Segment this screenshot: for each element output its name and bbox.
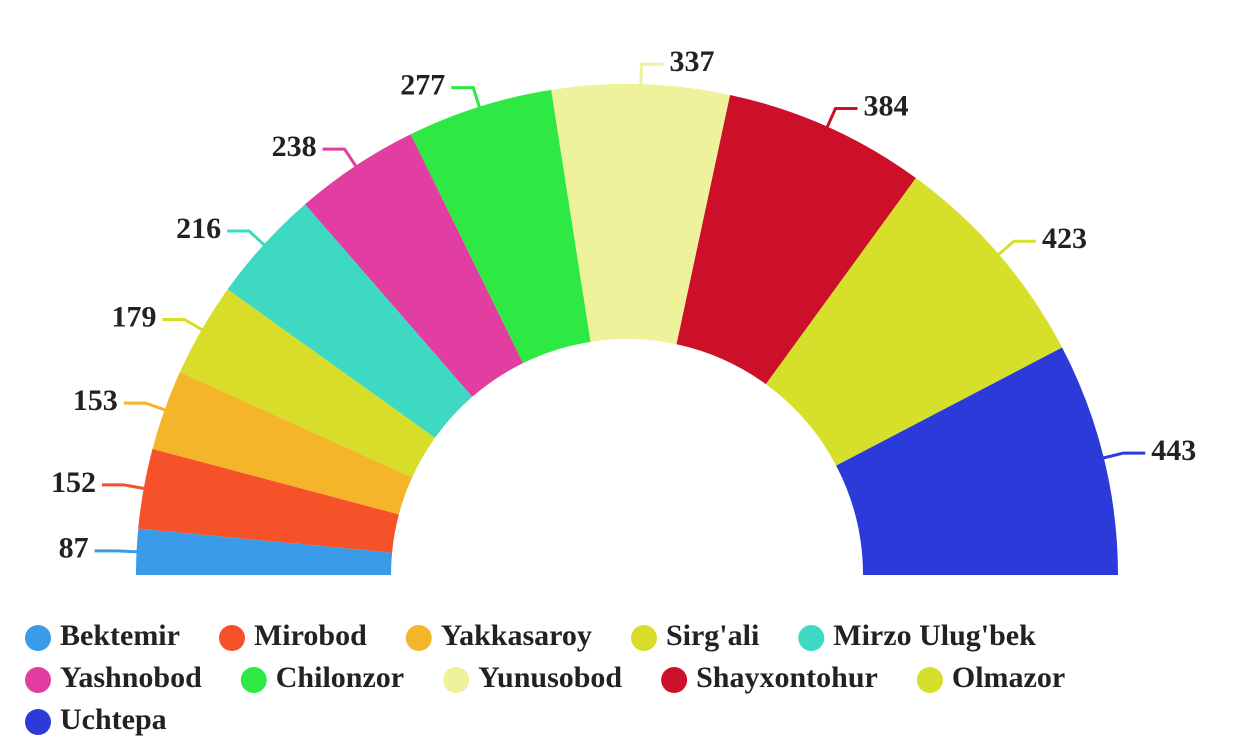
slice xyxy=(765,177,1063,466)
leader-line xyxy=(94,549,147,554)
data-label: 216 xyxy=(176,212,221,245)
data-label: 277 xyxy=(400,69,445,102)
leader-line xyxy=(227,229,273,253)
slice xyxy=(179,289,436,478)
data-label: 153 xyxy=(73,384,118,417)
legend-marker xyxy=(25,667,51,693)
slice xyxy=(676,94,916,385)
legend-label: Bektemir xyxy=(60,619,180,652)
leader-line xyxy=(102,483,154,492)
legend-marker xyxy=(630,625,657,651)
legend-label: Mirobod xyxy=(254,619,367,652)
legend-marker xyxy=(240,667,267,693)
leader-line xyxy=(123,401,175,415)
leader-line xyxy=(322,147,363,175)
data-label: 337 xyxy=(669,45,714,78)
leader-line xyxy=(1093,451,1146,462)
slice xyxy=(227,204,473,438)
legend-label: Yunusobod xyxy=(478,661,622,694)
data-label: 384 xyxy=(864,89,909,122)
data-label: 423 xyxy=(1042,222,1087,255)
legend-label: Mirzo Ulug'bek xyxy=(833,619,1036,652)
legend-marker xyxy=(798,625,825,651)
slice xyxy=(551,83,731,345)
slice xyxy=(410,89,591,364)
leader-line xyxy=(451,86,484,117)
legend-marker xyxy=(916,667,943,693)
legend-label: Shayxontohur xyxy=(696,661,878,694)
legend-marker xyxy=(25,625,51,651)
legend-marker xyxy=(405,625,432,651)
slice xyxy=(836,347,1118,575)
legend-label: Sirg'ali xyxy=(666,619,759,652)
leader-line xyxy=(162,318,212,336)
leader-line xyxy=(821,106,858,137)
slice xyxy=(138,448,399,553)
slice xyxy=(305,134,524,397)
legend-marker xyxy=(443,667,470,693)
legend-label: Uchtepa xyxy=(60,703,167,736)
data-label: 443 xyxy=(1151,434,1196,467)
legend-marker xyxy=(661,667,688,693)
data-label: 87 xyxy=(59,532,89,565)
slice xyxy=(152,371,413,515)
data-label: 238 xyxy=(272,130,317,163)
leader-line xyxy=(639,62,664,95)
legend-label: Yashnobod xyxy=(60,661,202,694)
legend-label: Yakkasaroy xyxy=(441,619,592,652)
legend-label: Olmazor xyxy=(952,661,1065,694)
legend-marker xyxy=(218,625,245,651)
data-label: 179 xyxy=(111,300,156,333)
leader-line xyxy=(990,239,1036,262)
legend-marker xyxy=(25,709,51,735)
slice xyxy=(136,528,393,575)
data-label: 152 xyxy=(51,466,96,499)
legend-label: Chilonzor xyxy=(276,661,404,694)
